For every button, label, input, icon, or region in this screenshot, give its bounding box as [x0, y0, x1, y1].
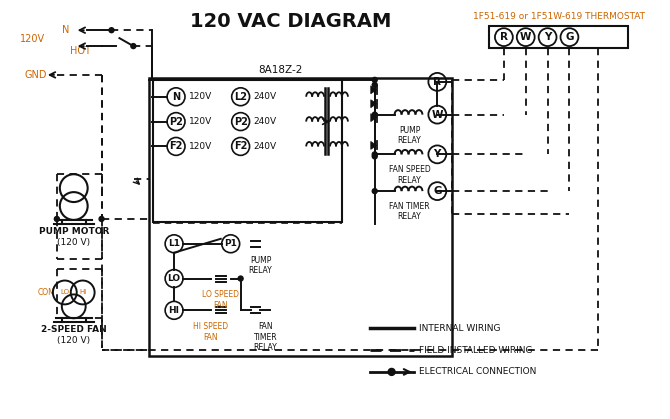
Text: W: W: [431, 110, 443, 120]
Text: LO SPEED
FAN: LO SPEED FAN: [202, 290, 239, 310]
Text: P1: P1: [224, 239, 237, 248]
Text: FIELD INSTALLED WIRING: FIELD INSTALLED WIRING: [419, 346, 533, 354]
Text: L1: L1: [168, 239, 180, 248]
Text: LO: LO: [168, 274, 181, 283]
Text: HOT: HOT: [70, 46, 90, 56]
Text: INTERNAL WIRING: INTERNAL WIRING: [419, 324, 501, 333]
Text: G: G: [433, 186, 442, 196]
Text: 240V: 240V: [253, 117, 277, 126]
Text: L2: L2: [234, 92, 247, 102]
Text: FAN
TIMER
RELAY: FAN TIMER RELAY: [253, 322, 277, 352]
Text: N: N: [62, 25, 69, 35]
Text: 120V: 120V: [189, 117, 212, 126]
Text: P2: P2: [234, 116, 248, 127]
Text: FAN SPEED
RELAY: FAN SPEED RELAY: [389, 165, 430, 185]
Circle shape: [373, 154, 377, 159]
Polygon shape: [371, 100, 377, 108]
Text: R: R: [500, 32, 508, 42]
Circle shape: [99, 217, 104, 221]
Text: 2-SPEED FAN: 2-SPEED FAN: [41, 325, 107, 334]
Text: G: G: [565, 32, 574, 42]
Text: COM: COM: [38, 288, 56, 297]
Text: F2: F2: [234, 142, 247, 151]
Circle shape: [131, 44, 136, 49]
Text: GND: GND: [24, 70, 47, 80]
Circle shape: [373, 152, 377, 157]
Text: 120 VAC DIAGRAM: 120 VAC DIAGRAM: [190, 12, 391, 31]
Bar: [149, 78, 452, 356]
Text: PUMP
RELAY: PUMP RELAY: [249, 256, 273, 275]
Bar: [489, 26, 628, 48]
Text: 120V: 120V: [189, 92, 212, 101]
Circle shape: [373, 112, 377, 117]
Text: 240V: 240V: [253, 142, 277, 151]
Text: PUMP
RELAY: PUMP RELAY: [397, 126, 421, 145]
Text: N: N: [172, 92, 180, 102]
Text: Y: Y: [544, 32, 551, 42]
Circle shape: [373, 78, 377, 83]
Polygon shape: [371, 114, 377, 122]
Text: 120V: 120V: [189, 142, 212, 151]
Circle shape: [373, 83, 377, 87]
Text: 240V: 240V: [253, 92, 277, 101]
Text: 8A18Z-2: 8A18Z-2: [258, 65, 303, 75]
Circle shape: [388, 368, 395, 375]
Polygon shape: [371, 86, 377, 94]
Text: FAN TIMER
RELAY: FAN TIMER RELAY: [389, 202, 430, 222]
Text: ELECTRICAL CONNECTION: ELECTRICAL CONNECTION: [419, 367, 537, 376]
Text: 1F51-619 or 1F51W-619 THERMOSTAT: 1F51-619 or 1F51W-619 THERMOSTAT: [472, 12, 645, 21]
Text: HI: HI: [169, 306, 180, 315]
Text: 120V: 120V: [20, 34, 46, 44]
Text: Y: Y: [433, 149, 441, 159]
Text: W: W: [520, 32, 531, 42]
Polygon shape: [371, 142, 377, 150]
Text: PUMP MOTOR: PUMP MOTOR: [39, 227, 109, 236]
Text: (120 V): (120 V): [57, 238, 90, 247]
Bar: [153, 80, 342, 222]
Circle shape: [54, 217, 60, 221]
Circle shape: [373, 189, 377, 194]
Text: P2: P2: [169, 116, 183, 127]
Text: HI SPEED
FAN: HI SPEED FAN: [193, 322, 228, 341]
Circle shape: [109, 28, 114, 33]
Text: HI: HI: [79, 290, 86, 295]
Text: LO: LO: [60, 290, 69, 295]
Text: F2: F2: [170, 142, 183, 151]
Text: R: R: [433, 77, 442, 87]
Circle shape: [238, 276, 243, 281]
Text: (120 V): (120 V): [57, 336, 90, 345]
